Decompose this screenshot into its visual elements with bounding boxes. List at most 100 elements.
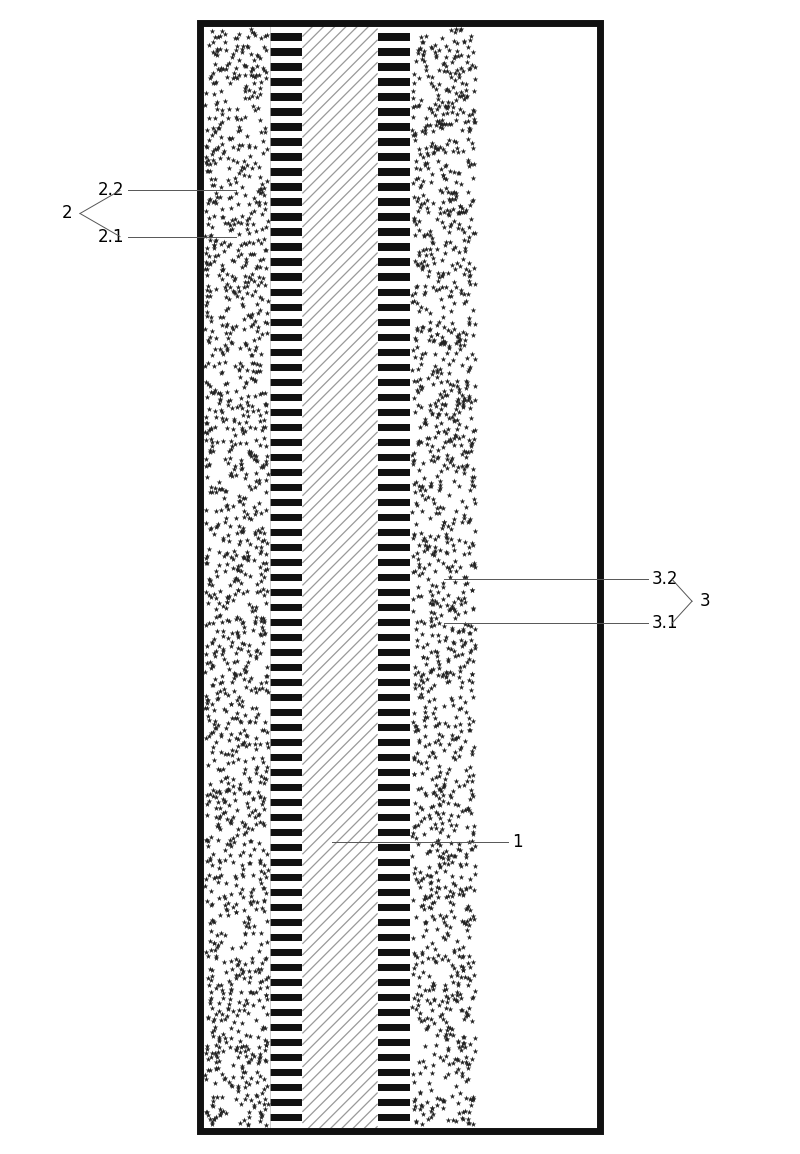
Point	[448, 189, 461, 208]
Point	[462, 362, 474, 381]
Point	[443, 201, 456, 219]
Point	[442, 1018, 454, 1036]
Point	[437, 263, 450, 282]
Point	[235, 450, 248, 469]
Point	[455, 87, 468, 105]
Bar	[378, 72, 395, 78]
Point	[247, 1096, 260, 1115]
Point	[444, 902, 457, 921]
Point	[459, 379, 472, 397]
Point	[454, 661, 466, 680]
Point	[439, 433, 452, 451]
Point	[232, 820, 245, 839]
Point	[438, 774, 450, 793]
Bar	[285, 42, 302, 48]
Bar	[285, 896, 302, 904]
Point	[200, 148, 213, 166]
Point	[432, 441, 445, 459]
Point	[457, 1033, 470, 1051]
Point	[206, 1096, 218, 1115]
Point	[236, 1063, 249, 1081]
Point	[206, 960, 218, 979]
Point	[229, 435, 242, 454]
Point	[456, 938, 469, 957]
Point	[446, 98, 459, 117]
Point	[249, 100, 262, 119]
Point	[223, 730, 236, 749]
Point	[454, 82, 467, 100]
Point	[202, 192, 215, 210]
Point	[209, 340, 222, 359]
Point	[257, 554, 270, 572]
Bar	[270, 132, 288, 138]
Point	[238, 502, 250, 520]
Point	[446, 514, 459, 532]
Point	[247, 23, 260, 42]
Point	[230, 902, 243, 921]
Point	[216, 613, 229, 631]
Point	[254, 1066, 266, 1085]
Point	[424, 1102, 437, 1121]
Point	[213, 354, 226, 373]
Point	[228, 867, 241, 885]
Point	[443, 42, 456, 60]
Point	[234, 774, 246, 793]
Point	[254, 406, 266, 425]
Point	[418, 1058, 431, 1077]
Point	[447, 884, 460, 902]
Point	[199, 260, 212, 278]
Bar	[392, 715, 410, 724]
Point	[421, 1109, 434, 1127]
Point	[463, 878, 476, 897]
Text: 2.1: 2.1	[98, 227, 124, 246]
Point	[466, 434, 478, 452]
Point	[416, 1104, 429, 1123]
Bar	[270, 597, 288, 604]
Point	[222, 795, 235, 814]
Point	[452, 477, 465, 495]
Point	[203, 785, 216, 803]
Point	[257, 879, 270, 898]
Bar	[285, 297, 302, 304]
Point	[438, 877, 451, 896]
Point	[218, 1070, 230, 1088]
Point	[228, 412, 241, 430]
Point	[208, 585, 221, 604]
Point	[235, 697, 248, 715]
Point	[464, 120, 477, 138]
Point	[420, 414, 433, 433]
Bar	[378, 926, 395, 934]
Point	[254, 854, 266, 872]
Point	[224, 990, 237, 1009]
Point	[408, 66, 421, 84]
Point	[249, 504, 262, 523]
Point	[416, 319, 429, 337]
Point	[216, 270, 229, 288]
Point	[201, 280, 214, 299]
Point	[430, 786, 442, 804]
Point	[254, 168, 266, 187]
Point	[418, 529, 431, 547]
Bar	[392, 912, 410, 919]
Point	[221, 810, 234, 829]
Point	[466, 688, 479, 706]
Point	[442, 652, 454, 670]
Point	[429, 95, 442, 113]
Bar	[270, 177, 288, 183]
Point	[258, 122, 271, 141]
Point	[408, 704, 421, 722]
Point	[462, 1005, 475, 1024]
Bar	[378, 402, 395, 409]
Point	[239, 373, 252, 391]
Point	[214, 480, 227, 499]
Point	[243, 1074, 256, 1093]
Point	[419, 921, 432, 939]
Point	[454, 197, 466, 216]
Point	[448, 212, 461, 231]
Point	[460, 1052, 473, 1071]
Point	[423, 240, 436, 258]
Point	[457, 85, 470, 104]
Point	[431, 627, 444, 645]
Point	[261, 722, 274, 741]
Point	[436, 105, 449, 123]
